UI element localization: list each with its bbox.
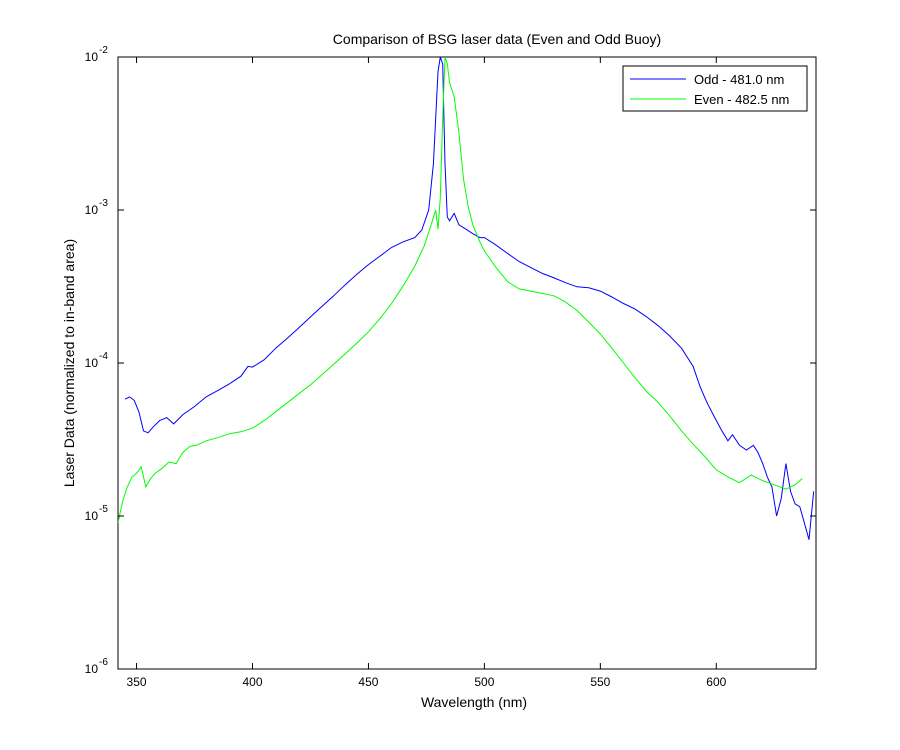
y-tick-exponent: -3 [99, 198, 108, 209]
x-tick-label: 400 [242, 675, 262, 689]
y-tick-exponent: -2 [99, 45, 108, 56]
y-tick-exponent: -6 [99, 657, 108, 668]
legend-label: Even - 482.5 nm [694, 92, 789, 107]
plot-area [117, 56, 817, 670]
x-tick-label: 550 [590, 675, 610, 689]
y-tick-label: 10 [85, 509, 99, 523]
legend-label: Odd - 481.0 nm [694, 72, 784, 87]
y-tick-label: 10 [85, 662, 99, 676]
y-tick-label: 10 [85, 50, 99, 64]
y-tick-label: 10 [85, 203, 99, 217]
chart-title: Comparison of BSG laser data (Even and O… [333, 31, 661, 47]
series-line-even [118, 57, 803, 524]
y-tick-label: 10 [85, 356, 99, 370]
x-tick-label: 500 [474, 675, 494, 689]
x-tick-label: 350 [127, 675, 147, 689]
y-tick-exponent: -4 [99, 351, 108, 362]
y-axis-title: Laser Data (normalized to in-band area) [61, 239, 77, 487]
series-layer [118, 57, 815, 540]
x-tick-label: 450 [358, 675, 378, 689]
x-axis-title: Wavelength (nm) [421, 694, 527, 710]
series-line-odd [124, 57, 815, 540]
legend: Odd - 481.0 nm Even - 482.5 nm [622, 65, 808, 112]
x-tick-label: 600 [706, 675, 726, 689]
y-tick-exponent: -5 [99, 504, 108, 515]
legend-box [622, 65, 808, 112]
